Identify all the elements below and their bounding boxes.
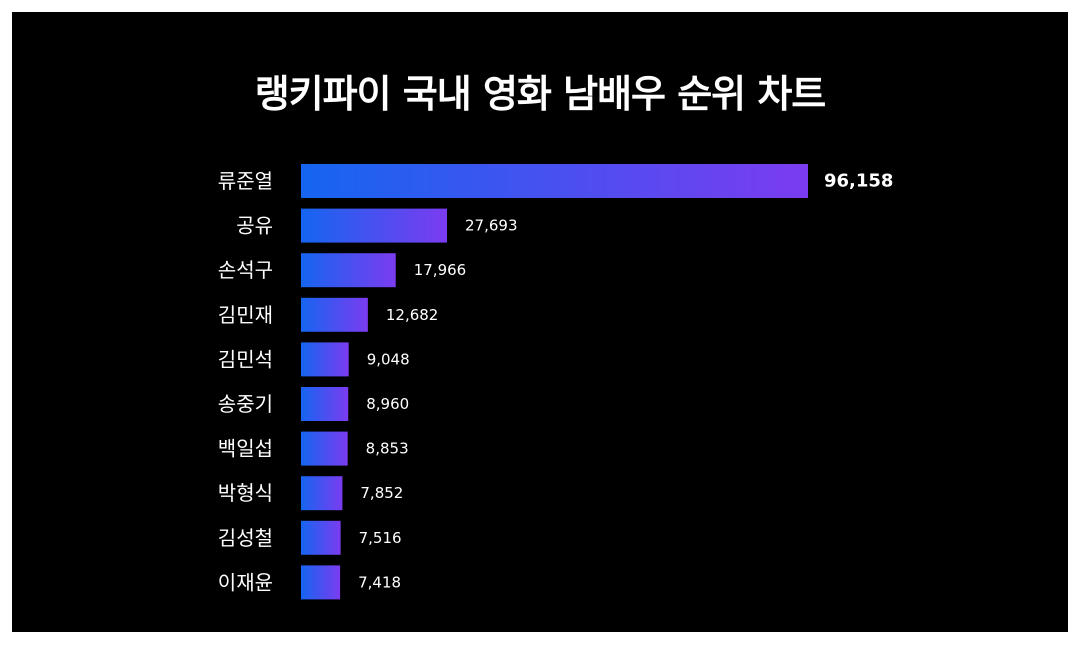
- bar: [301, 164, 808, 198]
- category-label: 이재윤: [218, 570, 273, 594]
- category-label: 공유: [236, 214, 273, 238]
- bar: [301, 520, 341, 555]
- bar: [301, 387, 349, 421]
- category-label: 손석구: [218, 258, 273, 282]
- value-label: 96,158: [824, 171, 893, 192]
- category-label: 송중기: [218, 392, 273, 416]
- value-label: 7,852: [360, 484, 403, 502]
- bar: [301, 253, 396, 288]
- value-label: 8,853: [366, 440, 409, 458]
- value-label: 8,960: [366, 395, 409, 413]
- bar: [301, 431, 348, 466]
- category-label: 김민석: [218, 347, 273, 371]
- value-label: 7,418: [358, 573, 401, 591]
- value-label: 12,682: [386, 306, 439, 324]
- value-label: 27,693: [465, 217, 517, 235]
- category-label: 백일섭: [218, 437, 273, 461]
- bars-group: 류준열 96,158 공유 27,693 손석구 17,966 김민재 12,682 김민석 9,…: [218, 164, 893, 600]
- value-label: 7,516: [359, 529, 402, 547]
- chart-background: [12, 12, 1068, 632]
- bar: [301, 342, 349, 377]
- category-label: 김성철: [218, 526, 273, 550]
- bar: [301, 476, 343, 511]
- value-label: 17,966: [414, 261, 467, 279]
- category-label: 김민재: [218, 303, 273, 327]
- chart-title: 랭키파이 국내 영화 남배우 순위 차트: [254, 72, 827, 116]
- category-label: 류준열: [218, 169, 273, 193]
- bar: [301, 565, 341, 600]
- value-label: 9,048: [367, 350, 410, 368]
- bar: [301, 297, 368, 332]
- category-label: 박형식: [218, 481, 273, 505]
- bar: [301, 208, 448, 243]
